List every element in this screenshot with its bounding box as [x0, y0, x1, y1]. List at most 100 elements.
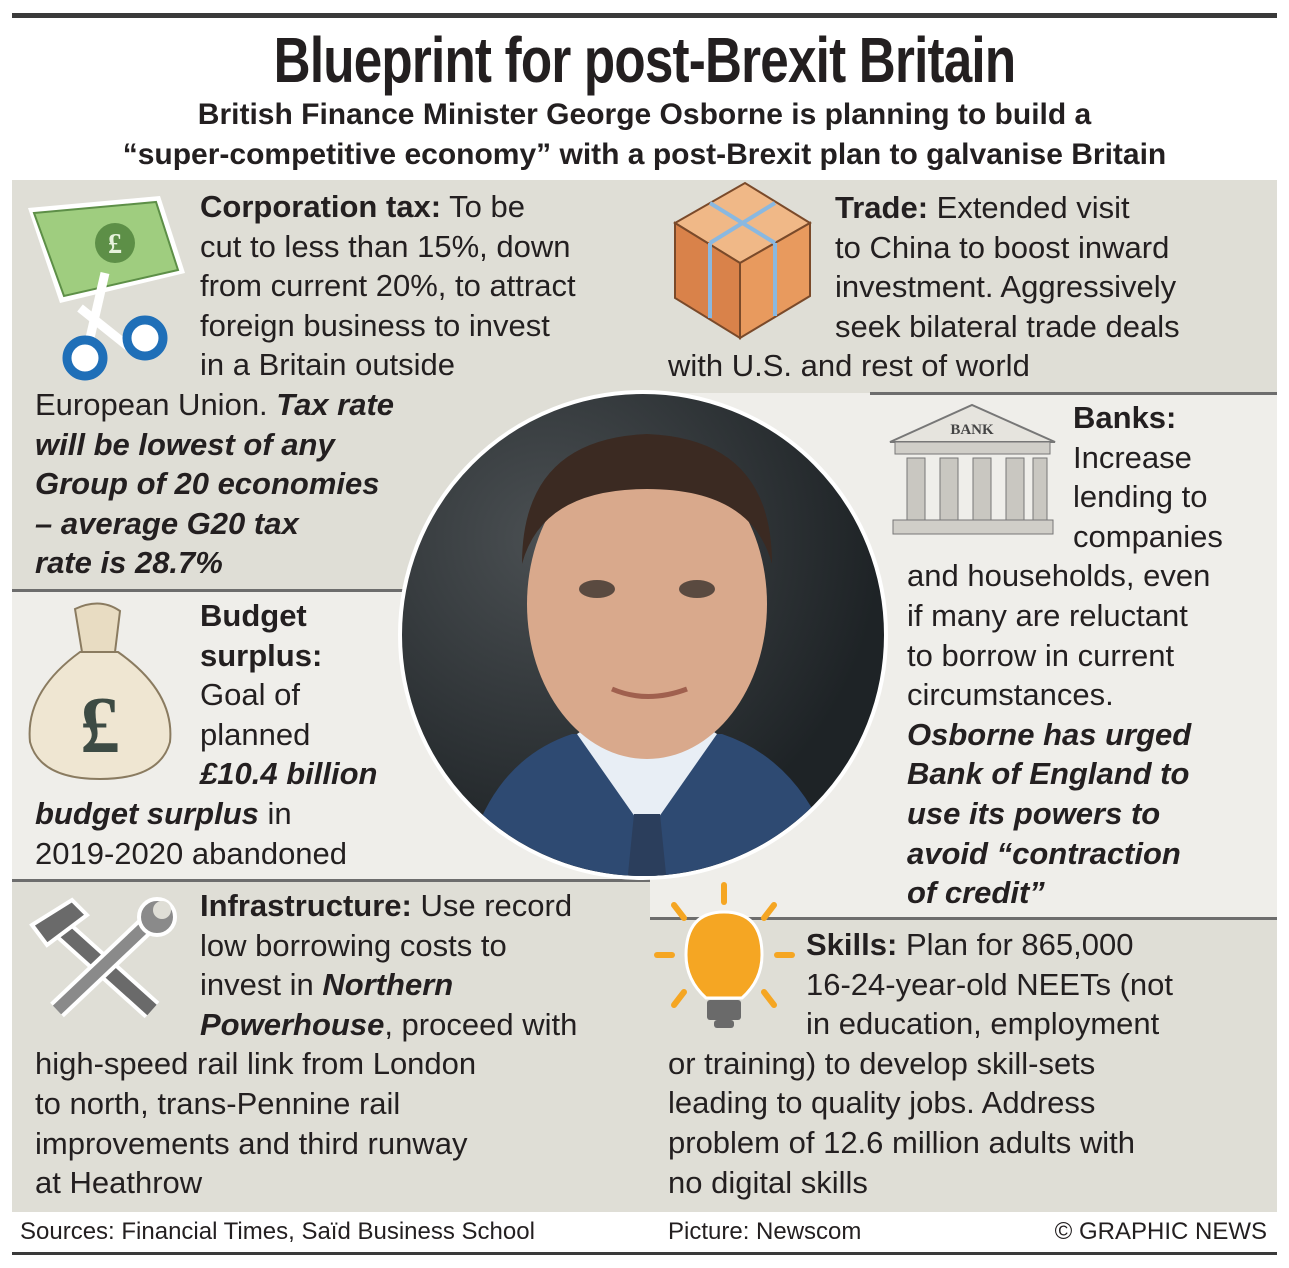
corporation-tax-text-line: European Union. Tax rate: [35, 385, 394, 425]
bank-building-icon: BANK: [889, 403, 1056, 535]
body-text: or training) to develop skill-sets: [668, 1045, 1096, 1081]
budget-text-line: 2019-2020 abandoned: [35, 834, 347, 874]
body-text: with U.S. and rest of world: [668, 348, 1030, 384]
banks-text-line: Bank of England to: [907, 754, 1189, 794]
emphasis-text: £10.4 billion: [200, 756, 378, 792]
body-text: Goal of: [200, 677, 300, 713]
corporation-tax-text-line: cut to less than 15%, down: [200, 227, 571, 267]
body-text: companies: [1073, 518, 1223, 554]
infrastructure-text-line: high-speed rail link from London: [35, 1044, 476, 1084]
emphasis-text: will be lowest of any: [35, 426, 335, 462]
hammer-wrench-icon: [29, 897, 177, 1019]
infrastructure-text-line: low borrowing costs to: [200, 926, 507, 966]
infrastructure-text-line: Infrastructure: Use record: [200, 886, 572, 926]
body-text: at Heathrow: [35, 1165, 203, 1201]
emphasis-text: Northern: [322, 967, 454, 1003]
banks-text-line: avoid “contraction: [907, 834, 1181, 874]
body-text: , proceed with: [384, 1006, 578, 1042]
top-rule: [12, 13, 1277, 18]
body-text: in education, employment: [806, 1006, 1160, 1042]
body-text: European Union.: [35, 387, 277, 422]
banks-text-line: lending to: [1073, 477, 1207, 517]
body-text: in a Britain outside: [200, 347, 456, 383]
corporation-tax-text-line: Corporation tax: To be: [200, 187, 525, 227]
svg-text:£: £: [108, 229, 122, 260]
banks-text-line: and households, even: [907, 556, 1210, 596]
picture-credit: Picture: Newscom: [668, 1218, 862, 1245]
body-text: problem of 12.6 million adults with: [668, 1125, 1135, 1160]
skills-text-line: problem of 12.6 million adults with: [668, 1123, 1135, 1163]
sources-credit: Sources: Financial Times, Saïd Business …: [20, 1218, 535, 1245]
emphasis-text: Group of 20 economies: [35, 466, 380, 502]
section-heading: Budget: [200, 598, 307, 633]
body-text: seek bilateral trade deals: [835, 308, 1180, 344]
emphasis-text: Osborne has urged: [907, 716, 1192, 752]
portrait-photo: [398, 390, 888, 880]
subtitle-line-1: British Finance Minister George Osborne …: [197, 98, 1092, 131]
section-heading: Skills:: [806, 927, 898, 962]
emphasis-text: Powerhouse: [200, 1006, 385, 1042]
divider: [870, 392, 1277, 395]
body-text: Extended visit: [928, 190, 1130, 225]
emphasis-text: use its powers to: [907, 796, 1161, 831]
budget-text-line: £10.4 billion: [200, 754, 377, 794]
corporation-tax-text-line: from current 20%, to attract: [200, 266, 576, 306]
svg-text:£: £: [80, 682, 120, 770]
banks-text-line: companies: [1073, 517, 1223, 557]
trade-text-line: investment. Aggressively: [835, 267, 1176, 307]
section-heading: Trade:: [835, 190, 929, 225]
body-text: no digital skills: [668, 1164, 868, 1200]
emphasis-text: rate is 28.7%: [35, 545, 223, 581]
skills-text-line: leading to quality jobs. Address: [668, 1083, 1095, 1123]
banknote-scissors-icon: £: [28, 196, 185, 381]
emphasis-text: of credit”: [907, 875, 1045, 911]
body-text: and households, even: [907, 558, 1211, 594]
infrastructure-text-line: at Heathrow: [35, 1163, 202, 1203]
banks-text-line: to borrow in current: [907, 636, 1174, 676]
corporation-tax-text-line: Group of 20 economies: [35, 464, 380, 504]
banks-text-line: use its powers to: [907, 794, 1160, 834]
body-text: Plan for 865,000: [897, 927, 1134, 962]
body-text: Increase: [1073, 439, 1192, 475]
banks-text-line: of credit”: [907, 873, 1045, 913]
body-text: circumstances.: [907, 677, 1114, 713]
panel-infrastructure: [12, 880, 650, 1212]
body-text: 16-24-year-old NEETs (not: [806, 966, 1173, 1002]
infrastructure-text-line: invest in Northern: [200, 965, 453, 1005]
budget-text-line: surplus:: [200, 636, 322, 676]
body-text: to north, trans-Pennine rail: [35, 1086, 401, 1121]
budget-text-line: Goal of: [200, 675, 300, 715]
trade-text-line: seek bilateral trade deals: [835, 307, 1180, 347]
body-text: to borrow in current: [907, 637, 1175, 673]
corporation-tax-text-line: in a Britain outside: [200, 345, 455, 385]
divider: [650, 917, 1277, 920]
emphasis-text: avoid “contraction: [907, 835, 1181, 871]
body-text: cut to less than 15%, down: [200, 228, 571, 264]
infrastructure-text-line: to north, trans-Pennine rail: [35, 1084, 400, 1124]
emphasis-text: Tax rate: [276, 387, 395, 422]
body-text: invest in: [200, 967, 323, 1003]
body-text: improvements and third runway: [35, 1125, 468, 1161]
skills-text-line: or training) to develop skill-sets: [668, 1044, 1095, 1084]
skills-text-line: no digital skills: [668, 1163, 868, 1203]
trade-text-line: with U.S. and rest of world: [668, 346, 1030, 386]
body-text: 2019-2020 abandoned: [35, 835, 348, 871]
trade-text-line: to China to boost inward: [835, 228, 1169, 268]
body-text: to China to boost inward: [835, 229, 1170, 265]
skills-text-line: in education, employment: [806, 1004, 1159, 1044]
budget-text-line: budget surplus in: [35, 794, 292, 834]
money-bag-pound-icon: £: [28, 602, 172, 781]
budget-text-line: planned: [200, 715, 310, 755]
banks-text-line: circumstances.: [907, 675, 1114, 715]
section-heading: Infrastructure:: [200, 888, 412, 923]
banks-text-line: Increase: [1073, 438, 1192, 478]
section-heading: Banks:: [1073, 400, 1177, 435]
corporation-tax-text-line: rate is 28.7%: [35, 543, 223, 583]
subtitle-line-2: “super-competitive economy” with a post-…: [122, 138, 1167, 171]
page-title: Blueprint for post-Brexit Britain: [273, 24, 1016, 96]
banks-text-line: Banks:: [1073, 398, 1176, 438]
lightbulb-icon: [654, 882, 795, 1028]
emphasis-text: budget surplus: [35, 796, 259, 831]
body-text: investment. Aggressively: [835, 269, 1177, 305]
body-text: To be: [441, 189, 526, 224]
